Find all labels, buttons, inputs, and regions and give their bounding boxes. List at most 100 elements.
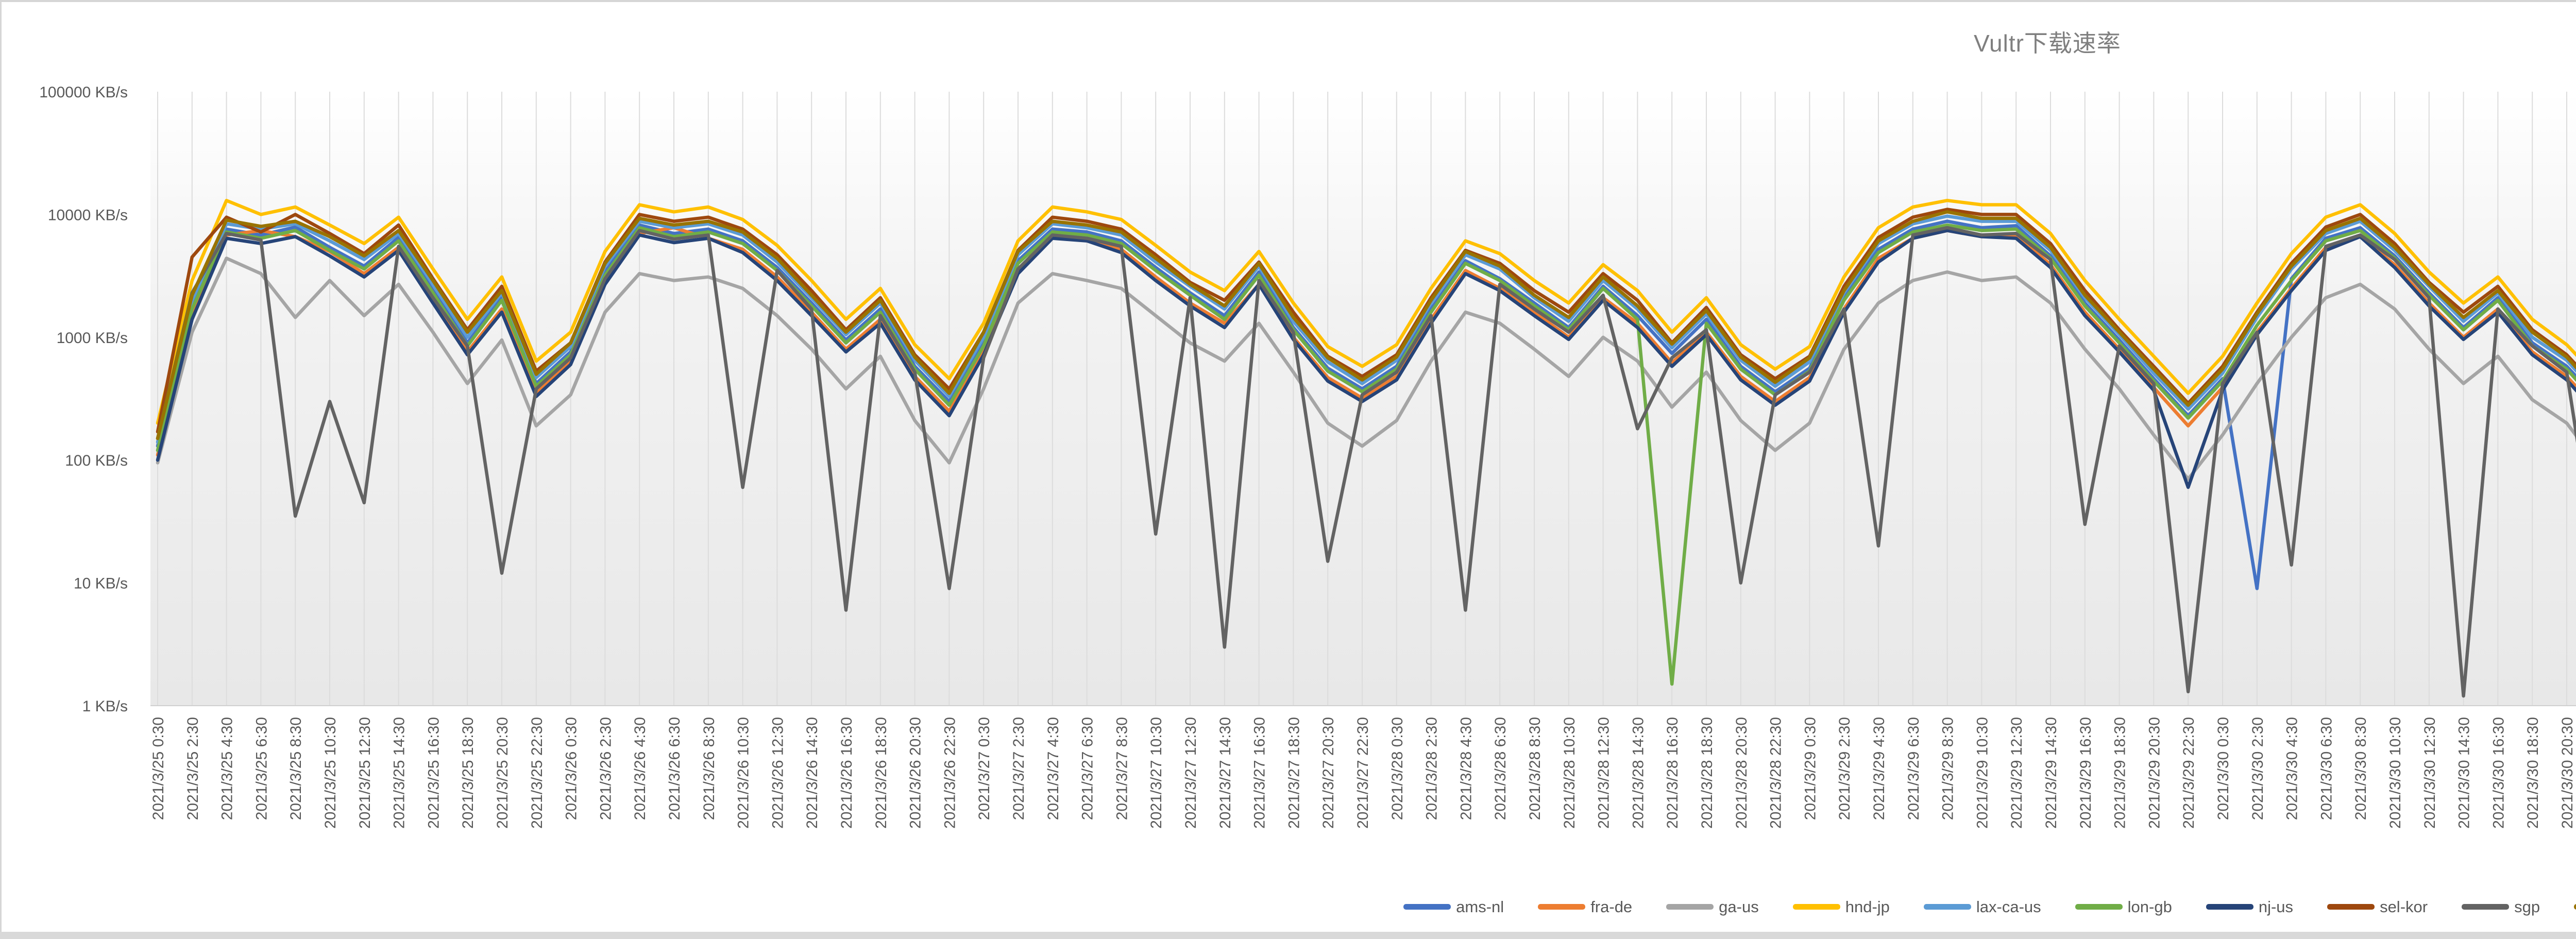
x-axis-tick-label: 2021/3/26 4:30 bbox=[632, 717, 649, 820]
legend-item-hnd-jp[interactable]: hnd-jp bbox=[1792, 897, 1890, 916]
legend-label: hnd-jp bbox=[1845, 897, 1890, 916]
y-axis-tick-label: 10000 KB/s bbox=[48, 207, 128, 224]
series-line-ams-nl[interactable] bbox=[156, 219, 2576, 590]
x-axis-tick-label: 2021/3/27 0:30 bbox=[976, 717, 993, 820]
legend-swatch-sgp bbox=[2462, 903, 2510, 910]
legend-swatch-fra-de bbox=[1538, 903, 1586, 910]
x-axis-tick-label: 2021/3/27 18:30 bbox=[1285, 717, 1302, 829]
y-axis-tick-label: 100 KB/s bbox=[65, 452, 128, 469]
x-axis-tick-label: 2021/3/25 10:30 bbox=[322, 717, 339, 829]
x-axis-tick-label: 2021/3/29 20:30 bbox=[2146, 717, 2163, 829]
legend-label: nj-us bbox=[2258, 897, 2294, 916]
legend-label: ga-us bbox=[1719, 897, 1759, 916]
x-axis-tick-label: 2021/3/30 0:30 bbox=[2215, 717, 2232, 820]
x-axis-tick-label: 2021/3/28 12:30 bbox=[1596, 717, 1613, 829]
x-axis-tick-label: 2021/3/29 8:30 bbox=[1940, 717, 1957, 820]
x-axis-tick-label: 2021/3/26 14:30 bbox=[804, 717, 821, 829]
series-line-sel-kor[interactable] bbox=[156, 208, 2576, 451]
x-axis-tick-label: 2021/3/30 20:30 bbox=[2559, 717, 2576, 829]
series-line-ga-us[interactable] bbox=[156, 257, 2576, 487]
legend-swatch-nj-us bbox=[2206, 903, 2253, 910]
x-axis-tick-label: 2021/3/28 8:30 bbox=[1527, 717, 1544, 820]
x-axis-tick-label: 2021/3/27 8:30 bbox=[1113, 717, 1130, 820]
x-axis-tick-label: 2021/3/29 0:30 bbox=[1802, 717, 1819, 820]
legend-label: lon-gb bbox=[2127, 897, 2172, 916]
x-axis-tick-label: 2021/3/29 4:30 bbox=[1871, 717, 1888, 820]
series-line-sjo-ca-us[interactable] bbox=[156, 210, 2576, 479]
x-axis-tick-label: 2021/3/29 2:30 bbox=[1836, 717, 1853, 820]
x-axis-tick-label: 2021/3/25 4:30 bbox=[219, 717, 236, 820]
x-axis-tick-label: 2021/3/29 18:30 bbox=[2112, 717, 2129, 829]
x-axis-tick-label: 2021/3/27 2:30 bbox=[1010, 717, 1027, 820]
legend-item-sel-kor[interactable]: sel-kor bbox=[2327, 899, 2428, 915]
legend-swatch-ams-nl bbox=[1403, 903, 1451, 910]
x-axis-tick-label: 2021/3/25 18:30 bbox=[460, 717, 477, 829]
legend-item-lax-ca-us[interactable]: lax-ca-us bbox=[1923, 897, 2041, 916]
x-axis-tick-label: 2021/3/25 2:30 bbox=[184, 717, 201, 820]
x-axis-tick-label: 2021/3/28 16:30 bbox=[1664, 717, 1681, 829]
series-line-sgp[interactable] bbox=[156, 226, 2576, 698]
series-line-lax-ca-us[interactable] bbox=[156, 214, 2576, 444]
x-axis-tick-label: 2021/3/28 2:30 bbox=[1423, 717, 1440, 820]
x-axis-tick-label: 2021/3/25 14:30 bbox=[391, 717, 408, 829]
window-top-border bbox=[0, 0, 2576, 2]
window-bottom-border bbox=[0, 932, 2576, 939]
legend-item-sgp[interactable]: sgp bbox=[2462, 899, 2540, 915]
x-axis-tick-label: 2021/3/27 20:30 bbox=[1320, 717, 1337, 829]
x-axis-tick-label: 2021/3/26 22:30 bbox=[941, 717, 958, 829]
series-line-lon-gb[interactable] bbox=[156, 223, 2576, 686]
x-axis-tick-label: 2021/3/28 4:30 bbox=[1458, 717, 1475, 820]
legend-swatch-ga-us bbox=[1666, 903, 1714, 910]
x-axis-tick-label: 2021/3/26 20:30 bbox=[907, 717, 924, 829]
series-line-nj-us[interactable] bbox=[156, 229, 2576, 489]
y-axis-tick-label: 1 KB/s bbox=[82, 698, 128, 715]
legend-item-sjo-ca-us[interactable]: sjo-ca-us bbox=[2574, 899, 2576, 915]
y-axis-tick-label: 10 KB/s bbox=[74, 575, 128, 592]
x-axis-tick-label: 2021/3/25 22:30 bbox=[529, 717, 546, 829]
x-axis-tick-label: 2021/3/27 14:30 bbox=[1217, 717, 1234, 829]
x-axis-tick-label: 2021/3/29 14:30 bbox=[2043, 717, 2060, 829]
legend-item-lon-gb[interactable]: lon-gb bbox=[2075, 899, 2172, 915]
x-axis-tick-label: 2021/3/29 16:30 bbox=[2077, 717, 2094, 829]
x-axis-tick-label: 2021/3/26 8:30 bbox=[701, 717, 718, 820]
legend-swatch-sel-kor bbox=[2327, 903, 2375, 910]
x-axis-tick-label: 2021/3/29 6:30 bbox=[1905, 717, 1922, 820]
x-axis-tick-label: 2021/3/26 2:30 bbox=[597, 717, 614, 820]
chart-title: Vultr下载速率 bbox=[1974, 30, 2121, 57]
legend-label: sgp bbox=[2514, 897, 2540, 916]
x-axis-tick-label: 2021/3/26 0:30 bbox=[563, 717, 580, 820]
x-axis-tick-label: 2021/3/30 18:30 bbox=[2524, 717, 2541, 829]
x-axis-tick-label: 2021/3/30 16:30 bbox=[2490, 717, 2507, 829]
x-axis-tick-label: 2021/3/28 14:30 bbox=[1630, 717, 1647, 829]
legend: ams-nl fra-de ga-us hnd-jp lax-ca-us lon-gb nj… bbox=[0, 895, 2576, 918]
legend-swatch-hnd-jp bbox=[1792, 903, 1840, 910]
legend-label: ams-nl bbox=[1456, 897, 1504, 916]
x-axis-tick-label: 2021/3/29 12:30 bbox=[2008, 717, 2025, 829]
y-axis-tick-label: 1000 KB/s bbox=[57, 330, 128, 347]
x-axis-tick-label: 2021/3/28 0:30 bbox=[1389, 717, 1406, 820]
x-axis-tick-label: 2021/3/29 10:30 bbox=[1974, 717, 1991, 829]
series-line-fra-de[interactable] bbox=[156, 226, 2576, 483]
legend-item-ga-us[interactable]: ga-us bbox=[1666, 899, 1759, 915]
legend-item-ams-nl[interactable]: ams-nl bbox=[1403, 899, 1504, 915]
legend-label: fra-de bbox=[1590, 897, 1633, 916]
x-axis-tick-label: 2021/3/27 10:30 bbox=[1148, 717, 1165, 829]
legend-label: sel-kor bbox=[2380, 897, 2428, 916]
legend-item-fra-de[interactable]: fra-de bbox=[1538, 899, 1632, 915]
x-axis-tick-label: 2021/3/28 10:30 bbox=[1561, 717, 1578, 829]
x-axis-tick-label: 2021/3/25 20:30 bbox=[494, 717, 511, 829]
x-axis-tick-label: 2021/3/26 18:30 bbox=[873, 717, 890, 829]
series-lines bbox=[156, 198, 2576, 698]
x-axis-tick-label: 2021/3/27 12:30 bbox=[1182, 717, 1199, 829]
legend-item-nj-us[interactable]: nj-us bbox=[2206, 899, 2293, 915]
series-line-hnd-jp[interactable] bbox=[156, 198, 2576, 425]
x-axis-tick-label: 2021/3/27 16:30 bbox=[1251, 717, 1268, 829]
x-axis-tick-label: 2021/3/25 0:30 bbox=[150, 717, 167, 820]
x-axis-tick-label: 2021/3/28 6:30 bbox=[1492, 717, 1509, 820]
legend-swatch-lax-ca-us bbox=[1923, 903, 1971, 910]
window-left-border bbox=[0, 0, 2, 932]
legend-label: lax-ca-us bbox=[1976, 897, 2041, 916]
x-axis-tick-label: 2021/3/29 22:30 bbox=[2180, 717, 2197, 829]
x-axis-tick-label: 2021/3/30 2:30 bbox=[2249, 717, 2266, 820]
